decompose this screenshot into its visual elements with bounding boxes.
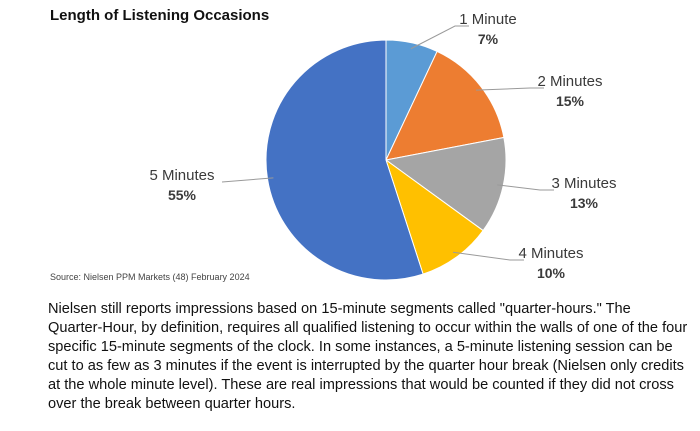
slice-value-4: 10% (537, 265, 566, 281)
slice-value-2: 15% (556, 93, 585, 109)
slice-value-1: 7% (478, 31, 499, 47)
leader-line-1 (410, 25, 469, 50)
slice-label-1: 1 Minute (459, 11, 517, 28)
pie-slice-3 (384, 136, 507, 232)
slice-value-5: 55% (168, 187, 197, 203)
slice-label-3: 3 Minutes (551, 175, 616, 192)
leader-line-2 (476, 87, 544, 91)
source-note: Source: Nielsen PPM Markets (48) Februar… (50, 272, 250, 282)
pie-slice-2 (385, 50, 505, 161)
chart-panel: Length of Listening Occasions 1 Minute 7%… (50, 7, 617, 282)
leader-line-5 (221, 177, 274, 183)
chart-title: Length of Listening Occasions (50, 7, 270, 24)
slice-label-4: 4 Minutes (518, 245, 583, 262)
slice-label-2: 2 Minutes (537, 73, 602, 90)
slice-value-3: 13% (570, 195, 599, 211)
body-paragraph: Nielsen still reports impressions based … (48, 301, 688, 412)
pie-slice-4 (385, 158, 484, 275)
slice-label-5: 5 Minutes (149, 167, 214, 184)
pie-chart: 1 Minute 7% 2 Minutes 15% 3 Minutes 13% 4 Minu… (149, 11, 616, 281)
leader-line-3 (497, 184, 554, 191)
leader-line-4 (452, 251, 524, 261)
